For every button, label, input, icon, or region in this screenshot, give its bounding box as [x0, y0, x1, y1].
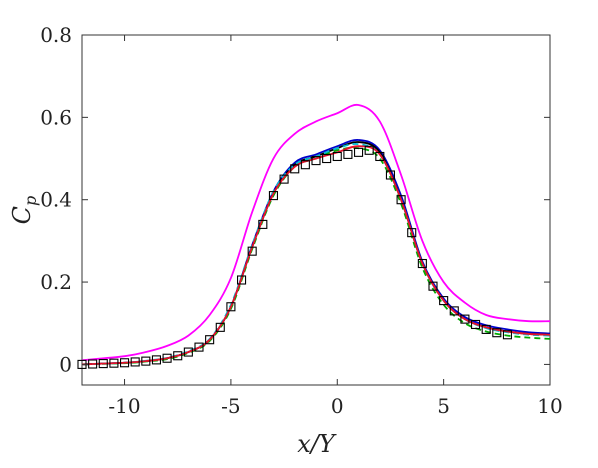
data-marker: [109, 358, 119, 368]
y-tick-label: 0.8: [40, 23, 72, 47]
data-marker: [322, 153, 332, 164]
y-axis-label-sub: p: [21, 196, 40, 206]
data-marker: [502, 330, 513, 340]
data-marker: [311, 156, 321, 166]
x-axis-label: x/Y: [297, 430, 337, 458]
data-marker: [279, 174, 289, 184]
data-marker: [120, 358, 130, 368]
data-marker: [226, 302, 236, 312]
data-marker: [88, 359, 98, 369]
y-axis-label: Cp: [8, 196, 40, 225]
y-tick-label: 0: [59, 352, 72, 376]
data-marker: [215, 322, 225, 332]
data-marker: [428, 281, 438, 291]
data-marker: [290, 164, 300, 174]
data-marker: [385, 170, 396, 180]
x-tick-label: -5: [221, 394, 240, 418]
data-marker: [183, 347, 193, 357]
data-marker: [268, 191, 279, 201]
data-marker: [417, 258, 427, 269]
series-line-1: [81, 103, 551, 362]
series-line-4: [81, 146, 551, 366]
data-marker: [237, 275, 247, 285]
data-marker: [439, 296, 449, 306]
x-tick-label: 10: [537, 394, 562, 418]
data-marker: [364, 145, 374, 155]
data-marker: [247, 246, 257, 256]
data-marker: [343, 149, 353, 159]
data-marker: [332, 151, 342, 162]
data-marker: [141, 356, 151, 366]
data-marker: [258, 219, 268, 229]
data-marker: [407, 228, 417, 238]
data-marker: [151, 355, 161, 365]
x-tick-label: 5: [437, 394, 450, 418]
data-marker: [98, 359, 108, 369]
x-tick-label: 0: [331, 394, 344, 418]
data-marker: [353, 147, 364, 157]
plot-area: [81, 34, 551, 386]
y-tick-label: 0.4: [40, 188, 72, 212]
data-marker: [205, 335, 215, 345]
data-marker: [481, 324, 491, 334]
y-axis-label-base: C: [8, 206, 36, 224]
data-marker: [460, 314, 470, 324]
data-marker: [470, 319, 481, 330]
data-marker: [194, 342, 204, 352]
data-marker: [300, 160, 310, 170]
marker-layer: [77, 145, 513, 369]
tick-layer: -10 -5 0 5 10 0 0.2 0.4 0.6 0.8: [40, 23, 563, 418]
data-marker: [492, 328, 502, 338]
y-tick-label: 0.6: [40, 105, 72, 129]
data-marker: [173, 351, 183, 361]
y-tick-label: 0.2: [40, 270, 72, 294]
x-tick-label: -10: [108, 394, 140, 418]
data-marker: [375, 151, 385, 162]
data-marker: [449, 306, 459, 316]
data-marker: [162, 353, 172, 363]
data-marker: [130, 357, 140, 367]
data-marker: [396, 195, 406, 205]
